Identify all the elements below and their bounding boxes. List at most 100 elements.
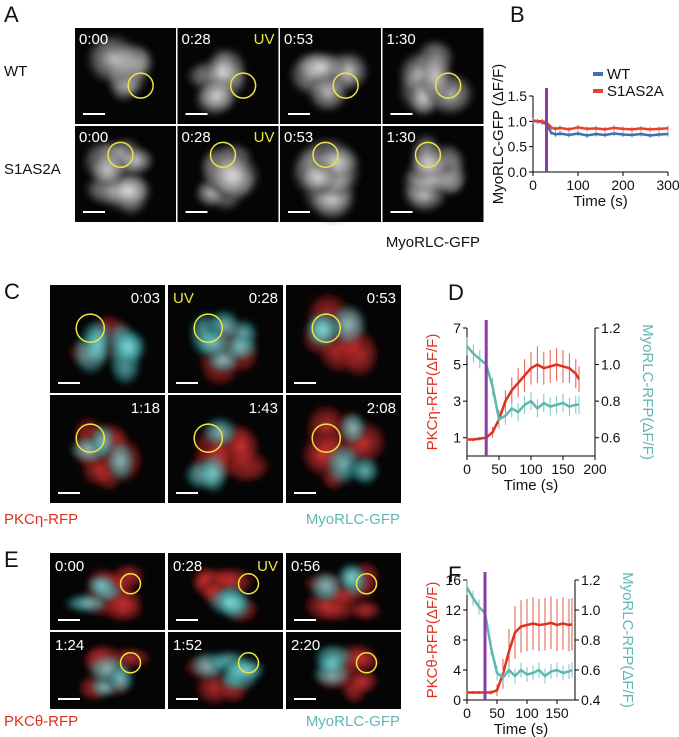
x-tick-label: 150 [551,461,575,477]
cell-body [181,648,269,709]
roi-circle [355,573,378,595]
cell-blob [111,328,147,366]
micrograph [168,285,283,393]
micrograph [50,395,165,503]
cell-body [82,29,158,107]
timestamp: 0:53 [284,31,313,48]
cell-blob [204,585,254,619]
x-tick-label: 200 [583,461,607,477]
y-tick-label: 8 [453,632,461,648]
cell-body [192,140,265,216]
cell-blob [296,161,340,195]
cell-blob [307,569,345,605]
timestamp: 1:30 [387,31,416,48]
micrograph [75,126,176,222]
micrograph [382,126,484,222]
timestamp: 1:52 [173,637,202,654]
panel-letter: E [4,547,19,572]
cell-body [285,48,373,116]
cell-body [187,307,263,391]
roi-circle [119,652,142,674]
roi-circle [75,313,106,343]
cell-blob [221,655,269,683]
caption: MyoRLC-GFP [306,713,400,730]
y2-tick-label: 0.6 [601,430,621,446]
cell-body [288,134,365,225]
cell-body [399,129,470,216]
series-line [532,119,669,131]
y2-tick-label: 0.6 [581,662,601,678]
x-tick-label: 50 [491,461,507,477]
y-tick-label: 0.0 [508,164,528,180]
cell-blob [406,147,452,182]
x-tick-label: 150 [545,705,569,721]
y2-axis-label: MyoRLC-RFP(ΔF/F) [619,572,636,708]
roi-circle [311,313,342,343]
uv-label: UV [173,290,194,307]
micrograph [286,395,401,503]
y-tick-label: 1 [453,430,461,446]
timestamp: 0:28 [182,31,211,48]
cell-body [75,641,155,704]
roi-circle [193,313,224,343]
series-line [466,345,579,422]
cell-blob [106,662,137,696]
panel-letter: D [448,280,464,305]
y-tick-label: 16 [445,572,461,588]
timestamp: 0:28 [182,129,211,146]
y-axis-label: PKCθ-RFP(ΔF/F) [424,582,441,699]
cell-blob [193,75,242,115]
x-tick-label: 50 [489,705,505,721]
roi-circle [119,573,142,595]
roi-circle [434,72,462,99]
x-tick-label: 100 [566,177,590,193]
micrograph [382,28,484,124]
x-tick-label: 300 [656,177,679,193]
x-axis-label: Time (s) [573,193,627,210]
roi-circle [332,72,359,99]
cell-blob [117,144,157,177]
timestamp: 0:03 [131,290,160,307]
x-axis-label: Time (s) [504,477,558,494]
cell-body [189,564,262,626]
micrograph [286,632,401,709]
x-tick-label: 0 [529,177,537,193]
timestamp: 0:28 [173,558,202,575]
micrograph [177,28,279,124]
y2-tick-label: 0.8 [601,393,621,409]
y2-tick-label: 0.4 [581,692,601,708]
row-label: S1AS2A [4,161,61,178]
cell-blob [347,666,381,696]
caption: PKCη-RFP [4,511,78,528]
legend-label: WT [607,66,630,83]
timestamp: 0:53 [284,129,313,146]
x-tick-label: 100 [515,705,539,721]
panel-letter: B [510,2,525,27]
y-tick-label: 4 [453,662,461,678]
cell-body [394,36,478,120]
legend-label: S1AS2A [607,83,664,100]
micrograph [286,553,401,630]
timestamp: 1:43 [249,400,278,417]
y-tick-label: 1.0 [508,113,528,129]
caption: MyoRLC-GFP [306,511,400,528]
y-tick-label: 5 [453,357,461,373]
y-tick-label: 7 [453,320,461,336]
timestamp: 0:00 [55,558,84,575]
micrograph [286,285,401,393]
roi-circle [209,141,237,169]
cell-blob [197,450,231,497]
micrograph [75,28,176,124]
row-label: WT [4,63,27,80]
cell-blob [84,573,118,597]
roi-circle [237,652,260,674]
uv-label: UV [254,31,275,48]
timestamp: 2:20 [291,637,320,654]
micrograph [168,553,283,630]
x-tick-label: 100 [519,461,543,477]
y2-tick-label: 1.0 [601,357,621,373]
uv-label: UV [254,129,275,146]
caption: PKCθ-RFP [4,713,78,730]
caption: MyoRLC-GFP [386,234,480,251]
micrograph [280,28,381,124]
